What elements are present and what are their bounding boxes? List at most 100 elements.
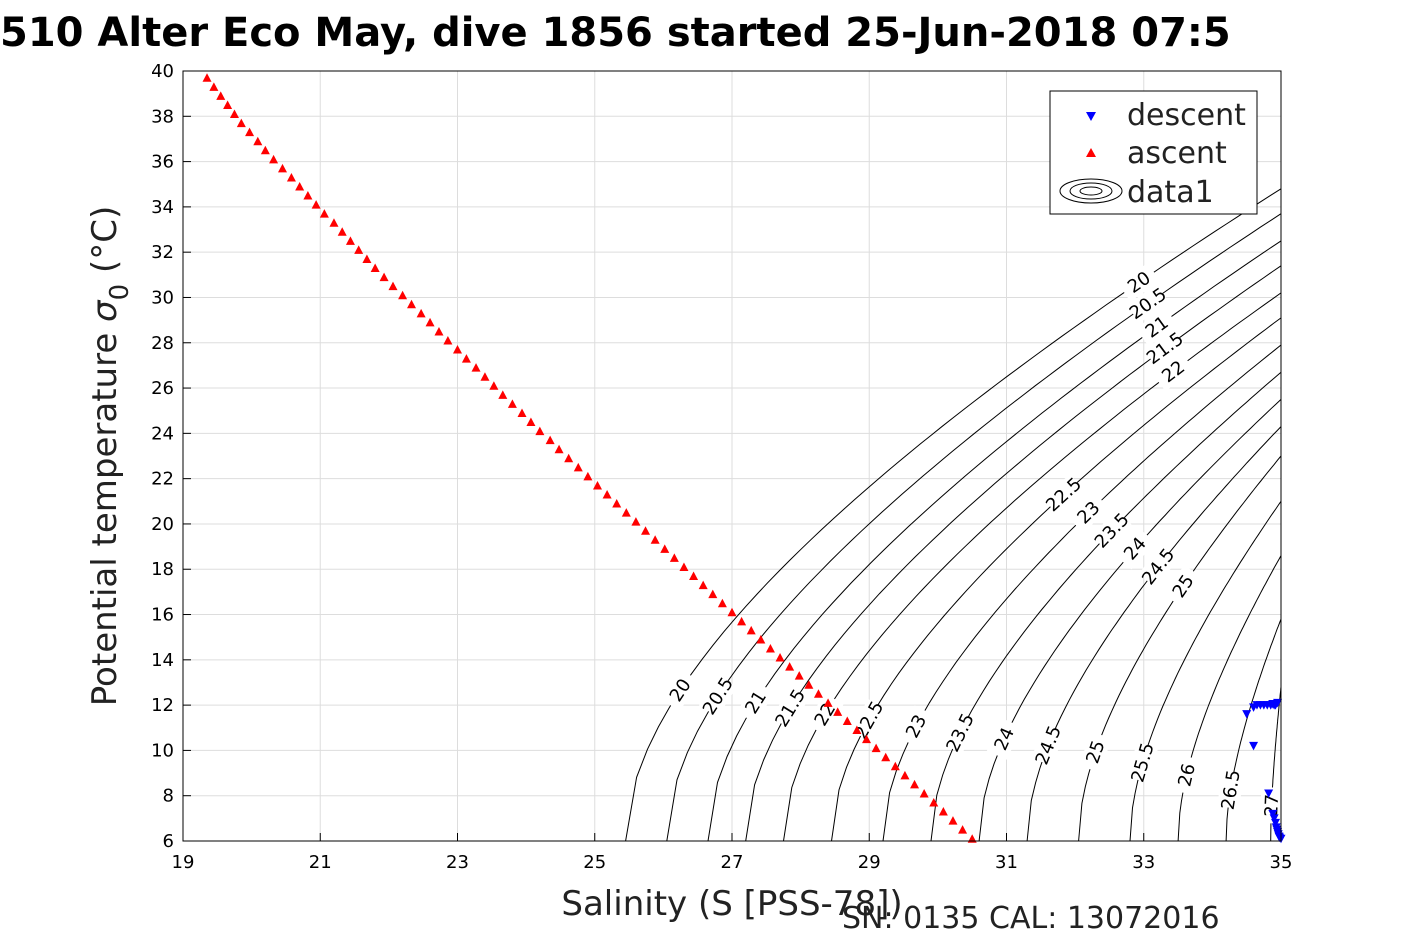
y-tick-label: 12: [151, 695, 174, 716]
contour-label-background: [661, 669, 700, 712]
y-tick-label: 18: [151, 559, 174, 580]
ascent-marker: [480, 372, 490, 381]
y-tick-label: 14: [151, 650, 174, 671]
ascent-marker: [354, 245, 364, 254]
descent-marker: [1268, 809, 1278, 819]
ascent-marker: [592, 480, 602, 490]
ascent-marker: [236, 118, 246, 128]
ascent-marker: [209, 82, 219, 91]
contour-label-background: [771, 686, 810, 730]
y-tick-label: 40: [151, 61, 174, 82]
y-tick-label: 32: [151, 242, 174, 263]
ascent-marker: [202, 73, 212, 82]
ascent-marker: [910, 779, 920, 789]
ascent-marker: [650, 535, 660, 544]
contour-label-background: [1042, 474, 1085, 515]
ascent-marker: [641, 526, 651, 535]
x-tick-label: 21: [309, 852, 332, 873]
ascent-marker: [602, 490, 612, 499]
legend-ascent-label: ascent: [1127, 136, 1227, 171]
ascent-marker: [507, 399, 517, 408]
descent-marker: [1268, 699, 1278, 709]
ascent-marker: [434, 326, 444, 336]
sigma-contour-line: [1129, 501, 1282, 842]
ascent-marker: [689, 571, 699, 581]
ascent-marker: [871, 743, 881, 753]
ascent-marker: [471, 363, 481, 372]
ascent-marker: [398, 290, 408, 300]
contour-label-background: [850, 699, 888, 742]
ascent-marker: [303, 191, 313, 200]
ascent-marker: [278, 163, 288, 173]
sigma-contour-label: 26: [1174, 762, 1200, 789]
contour-label-background: [1143, 328, 1187, 368]
ascent-marker: [526, 417, 536, 427]
ascent-marker: [489, 381, 499, 390]
legend-box: [1049, 90, 1258, 215]
ascent-marker: [958, 825, 968, 834]
y-axis-label-subscript: 0: [105, 284, 135, 301]
ascent-marker: [717, 598, 727, 608]
ascent-marker: [708, 589, 718, 599]
ascent-marker: [919, 788, 929, 798]
sigma-contour-line: [1177, 555, 1282, 842]
ascent-marker: [621, 508, 631, 517]
ascent-marker: [407, 299, 417, 309]
ascent-marker: [453, 345, 462, 354]
ascent-marker: [737, 616, 747, 626]
ascent-marker: [852, 725, 862, 735]
ascent-marker: [260, 145, 270, 155]
y-tick-label: 22: [151, 469, 174, 490]
sigma-contour-line: [707, 240, 1282, 842]
ascent-marker: [245, 127, 255, 137]
ascent-marker: [388, 281, 398, 291]
ascent-marker: [669, 553, 679, 562]
contour-label-background: [1091, 509, 1133, 552]
y-tick-label: 26: [151, 378, 174, 399]
ascent-marker: [443, 336, 453, 345]
ascent-marker: [269, 154, 279, 164]
descent-marker: [1249, 741, 1259, 751]
ascent-marker: [216, 91, 226, 100]
contour-label-background: [1138, 545, 1179, 588]
ascent-marker: [517, 408, 527, 417]
ascent-marker: [461, 354, 471, 363]
ascent-marker: [727, 607, 737, 617]
ascent-marker: [583, 471, 593, 481]
sigma-contour-line: [1225, 618, 1282, 842]
contour-label-background: [898, 705, 935, 748]
ascent-marker: [948, 816, 958, 825]
contour-label-background: [1163, 565, 1203, 608]
y-tick-label: 24: [151, 423, 174, 444]
ascent-marker: [794, 671, 804, 680]
ascent-marker: [775, 653, 785, 662]
ascent-marker: [612, 499, 622, 508]
x-tick-label: 35: [1270, 852, 1293, 873]
contour-label-background: [942, 711, 978, 754]
y-tick-label: 8: [163, 786, 174, 807]
ascent-marker: [564, 453, 574, 463]
y-tick-label: 16: [151, 605, 174, 626]
data-series: [202, 73, 1286, 844]
y-axis-ticks: 6 8 10 12 14 16 18 20 22 24 26 28 30 32 34 36 38 40: [151, 61, 191, 852]
y-tick-label: 30: [151, 287, 174, 308]
contour-label-background: [1216, 770, 1245, 810]
ascent-marker: [311, 200, 321, 209]
ascent-marker: [286, 172, 296, 182]
ascent-marker: [679, 562, 689, 571]
contour-label-background: [1031, 724, 1066, 766]
ascent-marker: [804, 680, 814, 689]
y-tick-label: 36: [151, 152, 174, 173]
sigma-contour-line: [625, 188, 1282, 842]
ascent-marker: [337, 227, 347, 236]
sigma-contour-line: [666, 213, 1282, 842]
legend-ascent-marker: [1086, 148, 1096, 157]
sigma-contour-labels: 20 20.5 21 21.5 22 22.5 23 23.5 24 24.5 25 25.5 26 26…: [661, 263, 1284, 824]
sigma-contour-line: [783, 292, 1282, 842]
ascent-marker: [253, 136, 263, 146]
ascent-marker: [890, 761, 900, 771]
x-axis-label: Salinity (S [PSS-78]): [561, 884, 902, 924]
ascent-marker: [842, 716, 852, 725]
ascent-marker: [498, 390, 508, 399]
